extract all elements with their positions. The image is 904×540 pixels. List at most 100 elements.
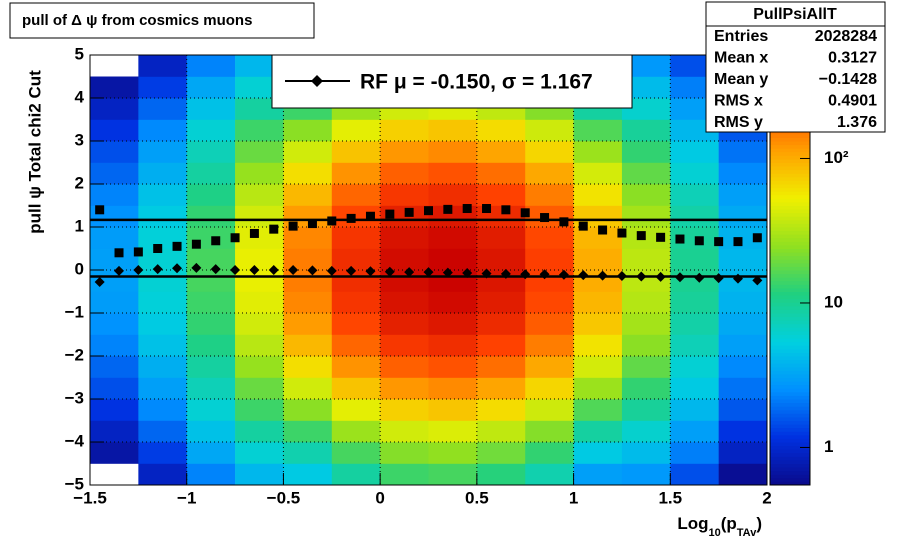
- profile-marker: [482, 204, 492, 214]
- profile-marker: [327, 216, 337, 226]
- colorbar-step: [770, 381, 810, 386]
- heat-cell: [428, 248, 478, 271]
- y-tick-label: 4: [75, 87, 85, 106]
- heat-cell: [186, 205, 236, 228]
- heat-cell: [428, 141, 478, 163]
- heat-cell: [138, 356, 188, 378]
- colorbar-step: [770, 259, 810, 264]
- colorbar-step: [770, 363, 810, 368]
- profile-marker: [752, 233, 762, 243]
- heat-cell: [428, 377, 478, 400]
- colorbar-tick-label: 10²: [824, 148, 849, 167]
- colorbar-step: [770, 198, 810, 203]
- heat-cell: [90, 119, 139, 142]
- heat-cell: [90, 98, 139, 120]
- profile-marker: [385, 209, 395, 219]
- profile-marker: [617, 228, 627, 238]
- colorbar-step: [770, 452, 810, 457]
- colorbar-step: [770, 201, 810, 206]
- x-label-part: TAv: [737, 527, 757, 539]
- colorbar-step: [770, 298, 810, 303]
- colorbar-step: [770, 295, 810, 300]
- heat-cell: [283, 420, 333, 443]
- heat-cell: [476, 399, 526, 421]
- profile-marker: [501, 205, 511, 215]
- profile-marker: [307, 265, 318, 276]
- colorbar-step: [770, 345, 810, 350]
- heat-cell: [90, 420, 139, 443]
- heat-cell: [331, 420, 381, 443]
- y-tick-label: −1: [65, 302, 84, 321]
- heat-cell: [476, 334, 526, 357]
- colorbar-step: [770, 413, 810, 418]
- colorbar-step: [770, 406, 810, 411]
- heat-cell: [621, 248, 671, 271]
- heat-cell: [476, 420, 526, 443]
- colorbar-step: [770, 194, 810, 199]
- heat-cell: [331, 356, 381, 378]
- heat-cell: [186, 162, 236, 185]
- profile-marker: [365, 211, 375, 221]
- heat-cell: [670, 270, 719, 292]
- profile-marker: [404, 207, 414, 217]
- x-label-part: Log: [677, 514, 708, 533]
- colorbar-step: [770, 370, 810, 375]
- colorbar-step: [770, 323, 810, 328]
- heat-cell: [573, 463, 623, 486]
- heat-cell: [380, 227, 429, 249]
- heat-cell: [283, 377, 333, 400]
- heat-cell: [283, 119, 333, 142]
- heat-cell: [621, 184, 671, 206]
- colorbar-step: [770, 395, 810, 400]
- heat-cell: [90, 162, 139, 185]
- colorbar-step: [770, 277, 810, 282]
- colorbar-step: [770, 334, 810, 339]
- colorbar-step: [770, 399, 810, 404]
- heat-cell: [718, 184, 768, 206]
- heat-cell: [380, 313, 429, 335]
- heat-cell: [138, 399, 188, 421]
- heat-cell: [235, 205, 284, 228]
- heat-cell: [90, 248, 139, 271]
- heat-cell: [283, 463, 333, 486]
- profile-marker: [481, 268, 492, 279]
- colorbar-step: [770, 180, 810, 185]
- profile-marker: [636, 231, 646, 241]
- heat-cell: [525, 227, 574, 249]
- profile-marker: [191, 262, 202, 273]
- profile-marker: [578, 270, 589, 281]
- profile-marker: [191, 239, 201, 249]
- heat-cell: [525, 291, 574, 314]
- heat-cell: [380, 377, 429, 400]
- colorbar-step: [770, 341, 810, 346]
- heat-cell: [380, 248, 429, 271]
- profile-marker: [636, 271, 647, 282]
- colorbar-step: [770, 133, 810, 138]
- y-tick-label: 2: [75, 173, 84, 192]
- heat-cell: [573, 356, 623, 378]
- heat-cell: [138, 291, 188, 314]
- colorbar-step: [770, 287, 810, 292]
- heat-cell: [235, 270, 284, 292]
- chart-title: pull of Δ ψ from cosmics muons: [22, 12, 252, 29]
- profile-marker: [211, 236, 221, 246]
- colorbar-step: [770, 241, 810, 246]
- heat-cell: [283, 442, 333, 464]
- profile-marker: [713, 273, 724, 284]
- heat-cell: [186, 399, 236, 421]
- profile-marker: [443, 204, 453, 214]
- colorbar-step: [770, 176, 810, 181]
- heat-cell: [718, 399, 768, 421]
- x-label-part: (p: [721, 514, 737, 533]
- y-axis-label: pull ψ Total chi2 Cut: [25, 70, 44, 234]
- colorbar-step: [770, 184, 810, 189]
- colorbar-step: [770, 173, 810, 178]
- x-tick-label: 1.5: [658, 488, 682, 507]
- heat-cell: [186, 313, 236, 335]
- heat-cell: [283, 356, 333, 378]
- colorbar-step: [770, 141, 810, 146]
- heat-cell: [138, 184, 188, 206]
- heat-cell: [573, 377, 623, 400]
- heat-cell: [428, 119, 478, 142]
- heat-cell: [186, 141, 236, 163]
